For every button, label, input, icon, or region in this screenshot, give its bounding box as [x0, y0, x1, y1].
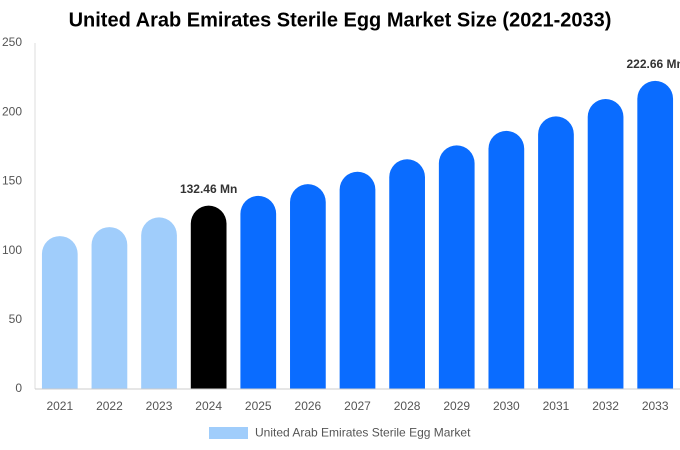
x-tick-label: 2031 — [543, 399, 570, 413]
x-tick-label: 2033 — [642, 399, 669, 413]
bar — [141, 217, 177, 389]
x-tick-label: 2023 — [146, 399, 173, 413]
x-tick-label: 2021 — [46, 399, 73, 413]
bar — [538, 116, 574, 390]
x-tick-label: 2029 — [443, 399, 470, 413]
y-tick-label: 100 — [2, 243, 22, 257]
value-label: 132.46 Mn — [180, 182, 237, 196]
bar — [389, 159, 425, 389]
legend-label: United Arab Emirates Sterile Egg Market — [255, 426, 471, 440]
x-tick-label: 2027 — [344, 399, 371, 413]
y-tick-label: 0 — [15, 381, 22, 395]
bar — [41, 236, 78, 389]
bar — [637, 80, 674, 389]
bar — [438, 145, 475, 389]
bar — [488, 130, 525, 389]
bar — [240, 195, 277, 389]
y-tick-label: 50 — [9, 312, 23, 326]
y-tick-label: 150 — [2, 174, 22, 188]
x-tick-label: 2022 — [96, 399, 123, 413]
x-tick-label: 2028 — [394, 399, 421, 413]
x-tick-label: 2032 — [592, 399, 619, 413]
value-label: 222.66 Mn — [627, 57, 680, 71]
bar — [91, 227, 128, 389]
y-tick-label: 200 — [2, 104, 22, 118]
x-tick-label: 2026 — [295, 399, 322, 413]
bar — [290, 184, 326, 389]
chart-title: United Arab Emirates Sterile Egg Market … — [69, 9, 612, 31]
x-tick-label: 2025 — [245, 399, 272, 413]
x-tick-label: 2030 — [493, 399, 520, 413]
bar — [339, 171, 376, 389]
bar — [587, 99, 624, 389]
bar — [190, 205, 227, 389]
y-tick-label: 250 — [2, 35, 22, 49]
legend-swatch — [209, 427, 248, 439]
x-tick-label: 2024 — [195, 399, 222, 413]
